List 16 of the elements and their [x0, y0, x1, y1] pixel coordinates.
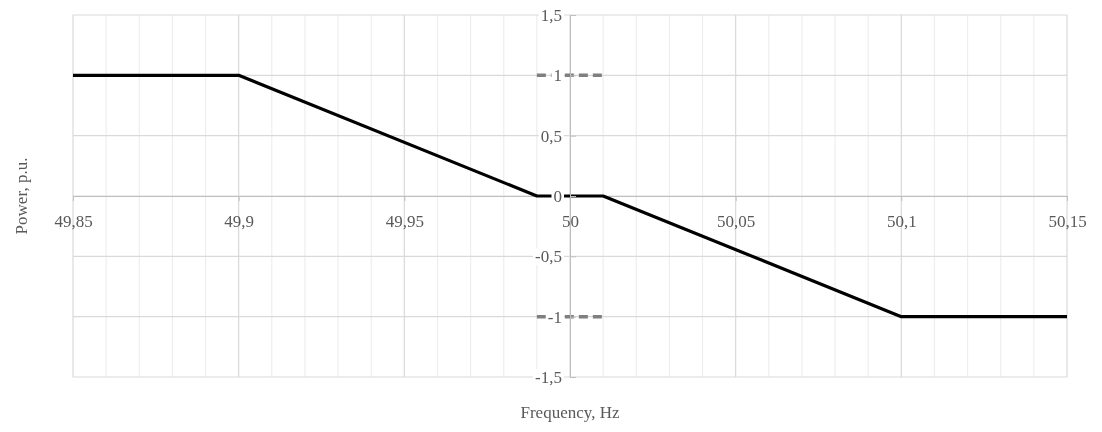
y-axis-title: Power, p.u.	[12, 157, 31, 235]
x-tick-label: 50,15	[1048, 212, 1087, 232]
x-tick-label: 49,95	[385, 212, 424, 232]
y-tick-label: 1,5	[540, 5, 562, 25]
x-tick-label: 49,9	[224, 212, 255, 232]
y-tick-label: 0	[553, 186, 562, 206]
x-axis-title: Frequency, Hz	[520, 403, 620, 422]
y-tick-label: 0,5	[540, 126, 562, 146]
y-tick-label: -0,5	[535, 247, 562, 267]
x-tick-label: 50,05	[717, 212, 756, 232]
x-tick-label: 50,1	[886, 212, 917, 232]
y-tick-label: 1	[553, 66, 562, 86]
x-tick-label: 50	[562, 212, 579, 232]
x-tick-label: 49,85	[54, 212, 93, 232]
y-tick-label: -1	[547, 307, 562, 327]
y-tick-label: -1,5	[535, 367, 562, 387]
